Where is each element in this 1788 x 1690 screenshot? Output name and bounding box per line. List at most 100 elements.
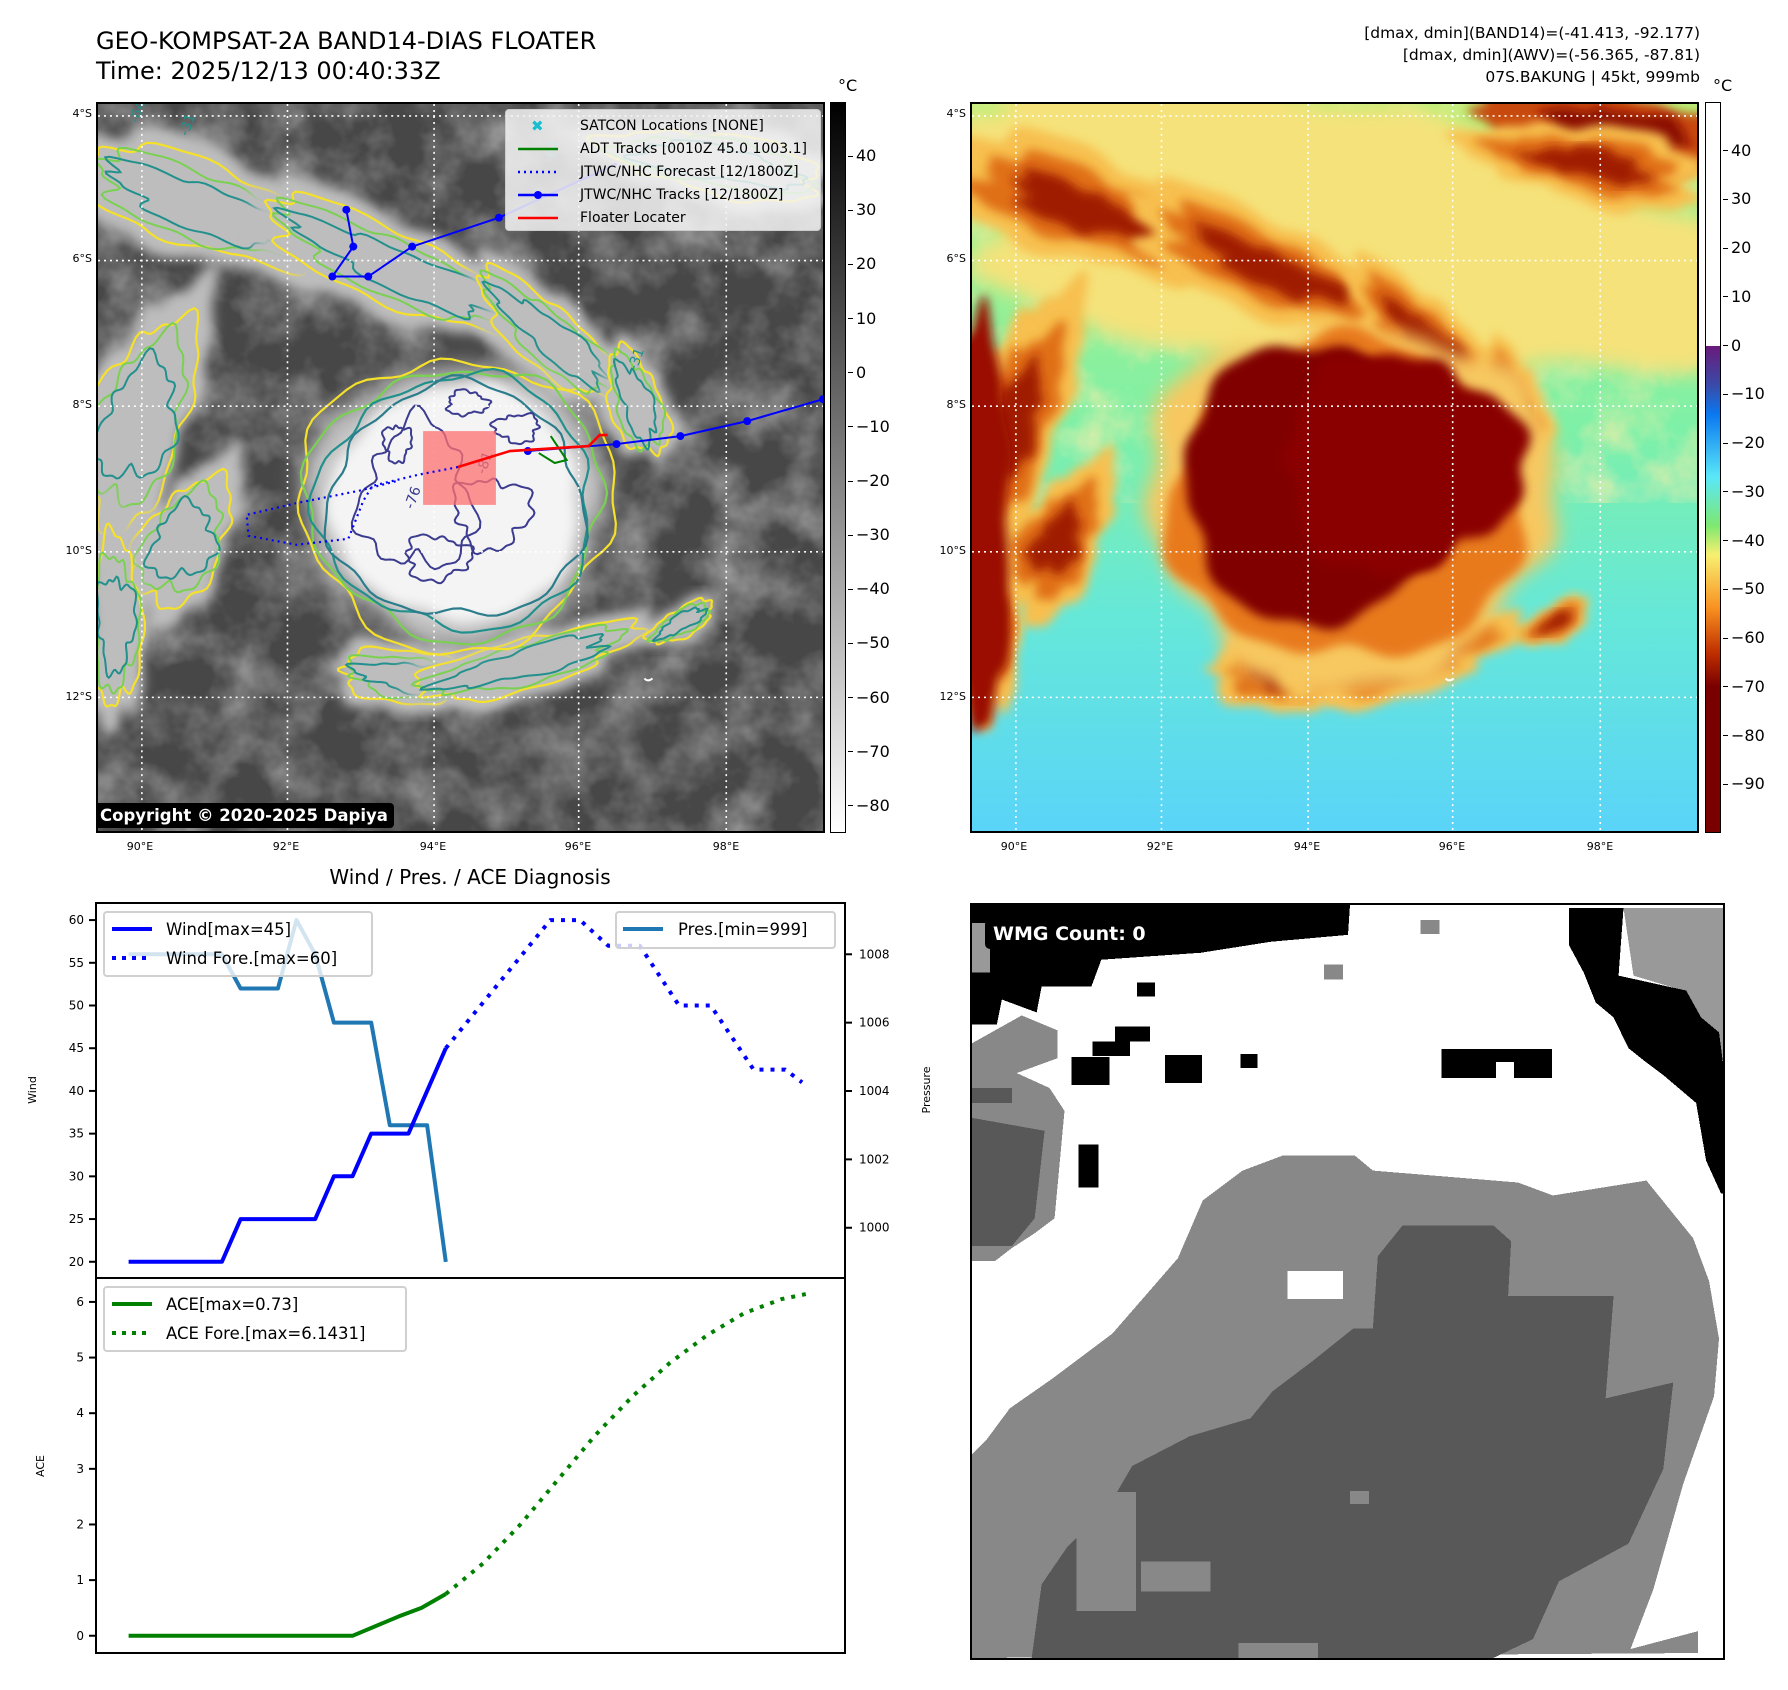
wind-line [128,1047,448,1264]
ace-axis-tick-label: 2 [76,1517,84,1531]
wind-pressure-ace-chart: Wind / Pres. / ACE Diagnosis Wind Pressu… [26,865,933,1654]
colorbar-tick-label: −10 [848,416,890,436]
contour-yellow [128,467,234,611]
wmg-white-hole [1287,1271,1344,1299]
colorbar-tick-label: −20 [1723,433,1765,453]
colorbar-tick-label: 10 [1722,286,1752,306]
wmg-dark-region [972,1117,1045,1247]
title-text: GEO-KOMPSAT-2A BAND14-DIAS FLOATER [96,27,597,55]
contour-navy [451,477,536,556]
pressure-legend-label: Pres.[min=999] [678,920,807,939]
ace-axis-tick-label: 3 [76,1462,84,1476]
cloud-band-core [1011,167,1171,245]
wmg-gray-cell [1420,919,1440,934]
contour-green [609,347,667,453]
colorbar-tick-label: 0 [847,362,867,382]
latitude-label: 10°S [939,544,966,557]
longitude-label: 92°E [272,840,300,853]
longitude-label: 96°E [564,840,592,853]
colorbar-tick-label: −30 [848,525,890,545]
wmg-gray-patch [1076,1491,1137,1612]
wind-axis-label: Wind [26,1076,39,1104]
cloud-band [98,263,218,576]
contour-teal [419,633,613,691]
jtwc-track-point [612,440,621,449]
contour-teal [98,575,138,680]
colorbar-tick-label: 20 [1722,238,1752,258]
colorbar-tick-label: −60 [848,687,890,707]
wmg-gray-patch [1349,1490,1369,1504]
ir-satellite-image: -64-31-76-81-31-64 [98,104,823,831]
legend-label: SATCON Locations [NONE] [580,118,764,134]
legend-label: ADT Tracks [0010Z 45.0 1003.1] [580,141,807,157]
storm-contour [296,357,617,656]
latitude-label: 12°S [65,690,92,703]
contour-navy [444,388,493,418]
colorbar-tick-label: −90 [1723,774,1765,794]
longitude-label: 94°E [419,840,447,853]
legend-label: JTWC/NHC Tracks [12/1800Z] [580,187,784,203]
jtwc-track-point [819,395,823,404]
floater-box [423,431,496,505]
legend-item: JTWC/NHC Forecast [12/1800Z] [516,162,799,182]
contour-teal [142,495,221,580]
longitude-label: 92°E [1146,840,1174,853]
storm-contour [299,370,609,646]
storm-contour [323,374,589,617]
legend-label: JTWC/NHC Forecast [12/1800Z] [580,164,799,180]
wmg-panel: WMG Count: 0 [970,903,1725,1660]
wind-legend: Wind[max=45] Wind Fore.[max=60] [103,911,373,977]
jtwc-forecast-track [245,465,459,546]
contour-yellow [605,340,675,458]
cloud-band-core [1191,220,1354,308]
wmg-image [972,905,1723,1658]
wind-axis-tick-label: 55 [69,956,84,970]
legend-item: Floater Locater [516,208,686,228]
pressure-axis-label: Pressure [920,1066,933,1113]
ace-legend: ACE[max=0.73] ACE Fore.[max=6.1431] [103,1286,407,1352]
contour-label: -31 [625,346,648,373]
wmg-dark-region [1031,1225,1674,1658]
wind-axis-tick-label: 25 [69,1212,84,1226]
wind-axis-tick-label: 30 [69,1169,84,1183]
storm-contour [306,367,590,634]
colorbar-tick-label: 30 [1722,189,1752,209]
colorbar-tick-label: 40 [847,146,877,166]
floater-locater-track [457,433,608,469]
latitude-label: 4°S [946,107,966,120]
wmg-black-cell [1092,1041,1131,1057]
awv-colorbar [1705,102,1721,833]
contour-green [98,321,189,509]
contour-label: -76 [402,484,425,511]
storm-info: 07S.BAKUNG | 45kt, 999mb [1485,68,1700,86]
jtwc-track-point [494,213,503,222]
wind-axis-tick-label: 60 [69,913,84,927]
cloud-band-core [1513,145,1656,187]
line-key-icon [516,162,560,182]
jtwc-track-point [349,242,358,251]
longitude-label: 96°E [1438,840,1466,853]
colorbar-tick-label: −10 [1723,384,1765,404]
pressure-axis-tick-label: 1004 [859,1084,890,1098]
legend-item: ✖ SATCON Locations [NONE] [516,116,764,136]
wmg-black-region [1568,907,1723,1194]
wind-axis-tick-label: 45 [69,1041,84,1055]
colorbar-tick-label: −30 [1723,481,1765,501]
legend-item: ADT Tracks [0010Z 45.0 1003.1] [516,139,807,159]
colorbar-tick-label: −70 [1723,676,1765,696]
latitude-label: 12°S [939,690,966,703]
copyright-label: Copyright © 2020-2025 Dapiya [96,803,394,828]
wmg-black-cell [1240,1054,1258,1069]
cloud-band-core [1023,499,1083,575]
contour-teal [481,280,611,394]
longitude-label: 90°E [1000,840,1028,853]
ace-axis-label: ACE [34,1455,47,1477]
wmg-black-cell [1071,1057,1110,1086]
storm-core [1281,353,1532,578]
contour-green [98,551,143,695]
line-key-icon [516,185,560,205]
pressure-axis-tick-label: 1008 [859,947,890,961]
wmg-black-cell [1115,1026,1151,1042]
map-legend: ✖ SATCON Locations [NONE] ADT Tracks [0010… [505,109,821,231]
ace-forecast-line [444,1292,807,1596]
